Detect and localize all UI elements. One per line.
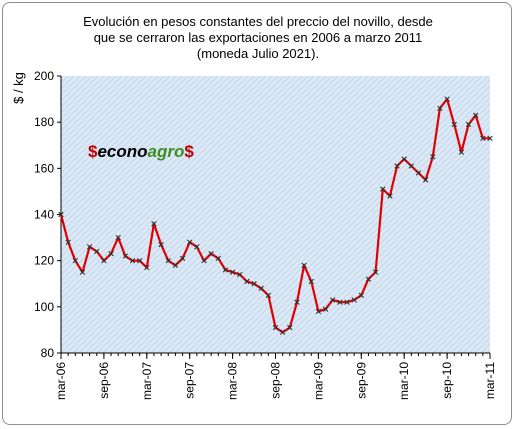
data-point	[430, 154, 436, 160]
data-point	[437, 105, 443, 112]
logo-econo: econo	[97, 142, 147, 161]
data-point	[194, 244, 200, 250]
x-axis: mar-06 sep-06 mar-07 sep-07 mar-08 sep-08 mar-…	[54, 352, 497, 400]
data-point	[65, 239, 71, 245]
plot-area	[61, 76, 490, 353]
x-tick-label: mar-11	[483, 362, 497, 399]
data-point	[372, 269, 379, 275]
data-point	[451, 121, 457, 128]
series-group	[58, 96, 493, 335]
data-point	[129, 257, 136, 264]
data-point	[465, 121, 472, 128]
data-point	[108, 251, 114, 257]
data-point	[315, 308, 322, 315]
data-point	[351, 297, 357, 303]
data-point	[79, 269, 86, 275]
data-point	[301, 262, 307, 268]
data-point	[222, 267, 229, 273]
data-point	[444, 96, 450, 102]
data-point	[165, 257, 171, 264]
y-axis-title: $ / kg	[11, 72, 26, 104]
x-tick-label: sep-08	[269, 362, 283, 399]
logo-suffix: $	[184, 142, 194, 161]
data-point	[208, 251, 214, 257]
x-tick-label: mar-07	[140, 362, 154, 400]
data-point	[215, 255, 221, 262]
y-tick-label: 160	[34, 161, 54, 175]
data-point	[237, 271, 243, 278]
data-point	[179, 255, 186, 262]
data-point	[279, 329, 286, 335]
data-point	[258, 285, 264, 292]
data-point	[244, 278, 250, 285]
y-tick-label: 120	[34, 254, 54, 268]
x-tick-label: sep-10	[440, 362, 454, 399]
data-point	[473, 112, 479, 118]
data-point	[422, 177, 429, 183]
data-point	[380, 186, 386, 192]
data-point	[322, 306, 329, 312]
data-point	[158, 241, 164, 248]
data-point	[58, 211, 64, 218]
x-tick-label: mar-09	[311, 362, 325, 400]
y-tick-label: 140	[34, 208, 54, 222]
logo-prefix: $	[88, 142, 98, 161]
data-point	[365, 276, 372, 282]
data-point	[344, 299, 350, 305]
chart-title-line-1: Evolución en pesos constantes del precci…	[83, 14, 433, 29]
data-point	[401, 156, 407, 162]
x-tick-label: mar-08	[226, 362, 240, 400]
y-tick-label: 100	[34, 300, 54, 314]
x-tick-label: sep-06	[97, 362, 111, 399]
data-point	[94, 248, 100, 255]
logo: $econoagro$	[88, 142, 194, 161]
chart-title-line-3: (moneda Julio 2021).	[196, 46, 320, 61]
data-point	[294, 299, 300, 305]
y-tick-label: 200	[34, 69, 54, 83]
data-point	[358, 292, 364, 298]
data-point	[330, 297, 336, 303]
data-point	[458, 149, 465, 155]
data-point	[487, 135, 493, 142]
data-point	[86, 244, 93, 250]
data-point	[251, 281, 257, 287]
data-point	[287, 324, 293, 331]
x-tick-label: sep-09	[354, 362, 368, 399]
data-point	[229, 269, 236, 275]
data-point	[115, 234, 121, 241]
x-tick-label: sep-07	[183, 362, 197, 399]
y-tick-label: 180	[34, 115, 54, 129]
data-point	[201, 257, 207, 264]
y-tick-label: 80	[41, 346, 55, 360]
data-point	[72, 257, 78, 264]
data-point	[187, 239, 193, 245]
data-point	[172, 262, 179, 268]
logo-agro: agro	[148, 142, 185, 161]
data-point	[415, 170, 422, 176]
data-point	[144, 264, 150, 271]
data-point	[337, 299, 343, 305]
x-tick-label: mar-06	[54, 362, 68, 400]
data-point	[265, 292, 272, 298]
data-point	[101, 257, 107, 264]
data-point	[272, 324, 279, 331]
chart-title-line-2: que se cerraron las exportaciones en 200…	[93, 30, 423, 45]
data-point	[151, 221, 157, 227]
data-point	[136, 257, 143, 264]
y-axis: 80 100 120 140 160 180 200	[34, 69, 62, 360]
data-point	[387, 193, 393, 199]
data-point	[408, 163, 415, 169]
x-tick-label: mar-10	[397, 362, 411, 400]
data-point	[308, 278, 314, 285]
data-point	[480, 135, 486, 142]
data-point	[122, 253, 129, 259]
data-point	[394, 163, 400, 169]
